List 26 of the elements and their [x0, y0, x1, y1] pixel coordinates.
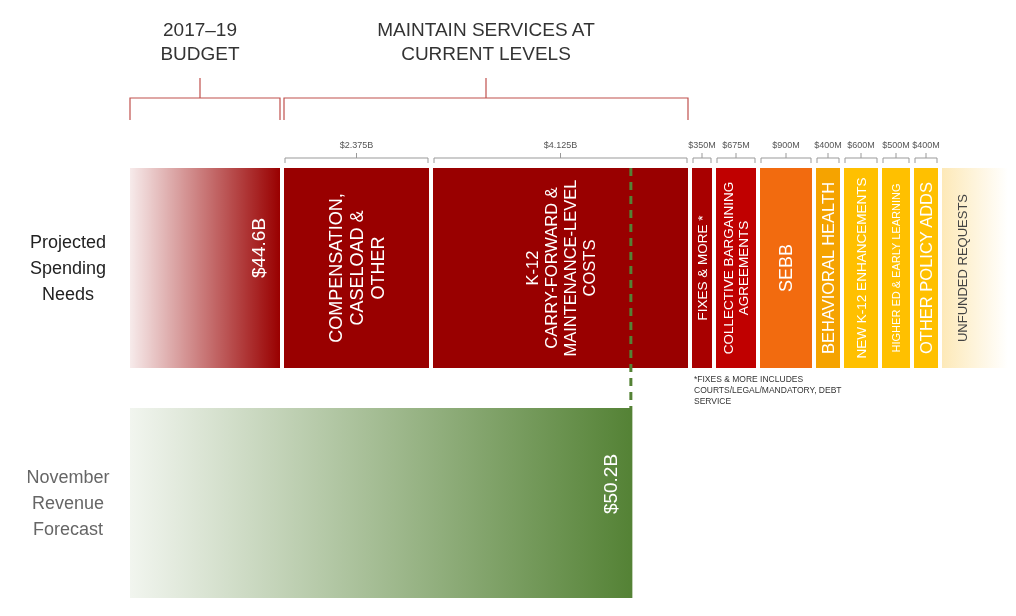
- data-label: $400M: [912, 140, 940, 150]
- category-label: COMPENSATION, CASELOAD & OTHER: [326, 193, 388, 343]
- category-label: HIGHER ED & EARLY LEARNING: [889, 183, 902, 353]
- text: UNFUNDED REQUESTS: [954, 193, 970, 343]
- category-label: FIXES & MORE *: [694, 214, 710, 321]
- data-label: $350M: [688, 140, 716, 150]
- category-label: OTHER POLICY ADDS: [916, 181, 935, 355]
- data-label: $4.125B: [543, 140, 578, 150]
- data-label: $50.2B: [600, 453, 622, 515]
- category-label: BEHAVIORAL HEALTH: [818, 181, 837, 355]
- category-label: K-12 CARRY-FORWARD & MAINTENANCE-LEVEL COSTS: [522, 179, 598, 357]
- data-label: $2.375B: [339, 140, 374, 150]
- category-label: COLLECTIVE BARGAINING AGREEMENTS: [720, 181, 752, 355]
- category-label: SEBB: [776, 243, 797, 293]
- data-label: $675M: [722, 140, 750, 150]
- data-label: $900M: [772, 140, 800, 150]
- text: November Revenue Forecast: [26, 467, 110, 539]
- data-label: $600M: [847, 140, 875, 150]
- text: Projected Spending Needs: [29, 232, 107, 304]
- data-label: $44.6B: [247, 217, 269, 279]
- text: MAINTAIN SERVICES AT CURRENT LEVELS: [377, 19, 596, 64]
- data-label: $400M: [814, 140, 842, 150]
- text: *FIXES & MORE INCLUDES COURTS/LEGAL/MANDATORY, DEBT SERVICE: [694, 374, 842, 406]
- data-label: $500M: [882, 140, 910, 150]
- text: 2017–19 BUDGET: [160, 19, 240, 64]
- category-label: NEW K-12 ENHANCEMENTS: [853, 177, 869, 359]
